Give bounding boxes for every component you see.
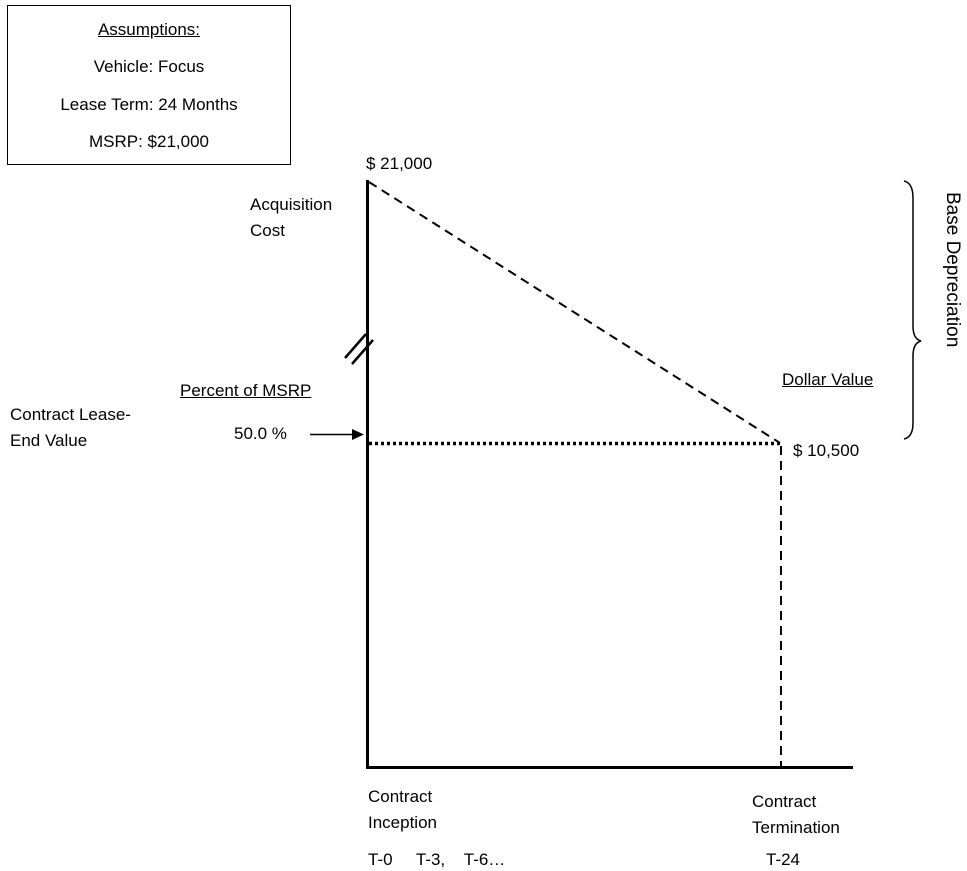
base-depreciation-label: Base Depreciation <box>942 192 963 348</box>
contract-lease-end-label-line2: End Value <box>10 431 88 450</box>
termination-label-line2: Termination <box>752 818 840 837</box>
percent-value-label: 50.0 % <box>234 424 287 443</box>
depreciation-line <box>368 181 781 444</box>
acquisition-cost-label-line1: Acquisition <box>250 195 333 214</box>
inception-label-line2: Inception <box>368 813 437 832</box>
assumption-msrp: MSRP: $21,000 <box>88 132 209 151</box>
inception-label-line1: Contract <box>368 787 433 806</box>
contract-lease-end-label-line1: Contract Lease- <box>10 405 131 424</box>
assumptions-box: Assumptions: Vehicle: Focus Lease Term: … <box>7 5 291 165</box>
percent-of-msrp-heading: Percent of MSRP <box>180 381 312 400</box>
axis-break-mark-2 <box>351 339 374 365</box>
termination-label-line1: Contract <box>752 792 817 811</box>
top-value-label: $ 21,000 <box>366 154 433 173</box>
end-value-label: $ 10,500 <box>793 441 860 460</box>
assumption-lease-term: Lease Term: 24 Months <box>60 95 238 114</box>
assumption-vehicle: Vehicle: Focus <box>93 57 205 76</box>
tick-labels-inception: T-0 T-3, T-6… <box>368 850 506 869</box>
tick-label-termination: T-24 <box>766 850 801 869</box>
axis-break-mark-1 <box>344 333 367 359</box>
dollar-value-heading: Dollar Value <box>782 370 874 389</box>
acquisition-cost-label-line2: Cost <box>250 221 285 240</box>
percent-arrow-head <box>352 429 364 440</box>
base-depreciation-brace <box>903 180 922 440</box>
assumptions-heading: Assumptions: <box>97 20 201 39</box>
